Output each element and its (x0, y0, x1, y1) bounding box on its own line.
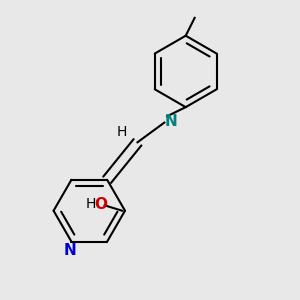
Text: O: O (94, 197, 108, 212)
Text: H: H (85, 197, 95, 211)
Text: N: N (164, 114, 177, 129)
Text: N: N (63, 243, 76, 258)
Text: H: H (117, 124, 127, 139)
